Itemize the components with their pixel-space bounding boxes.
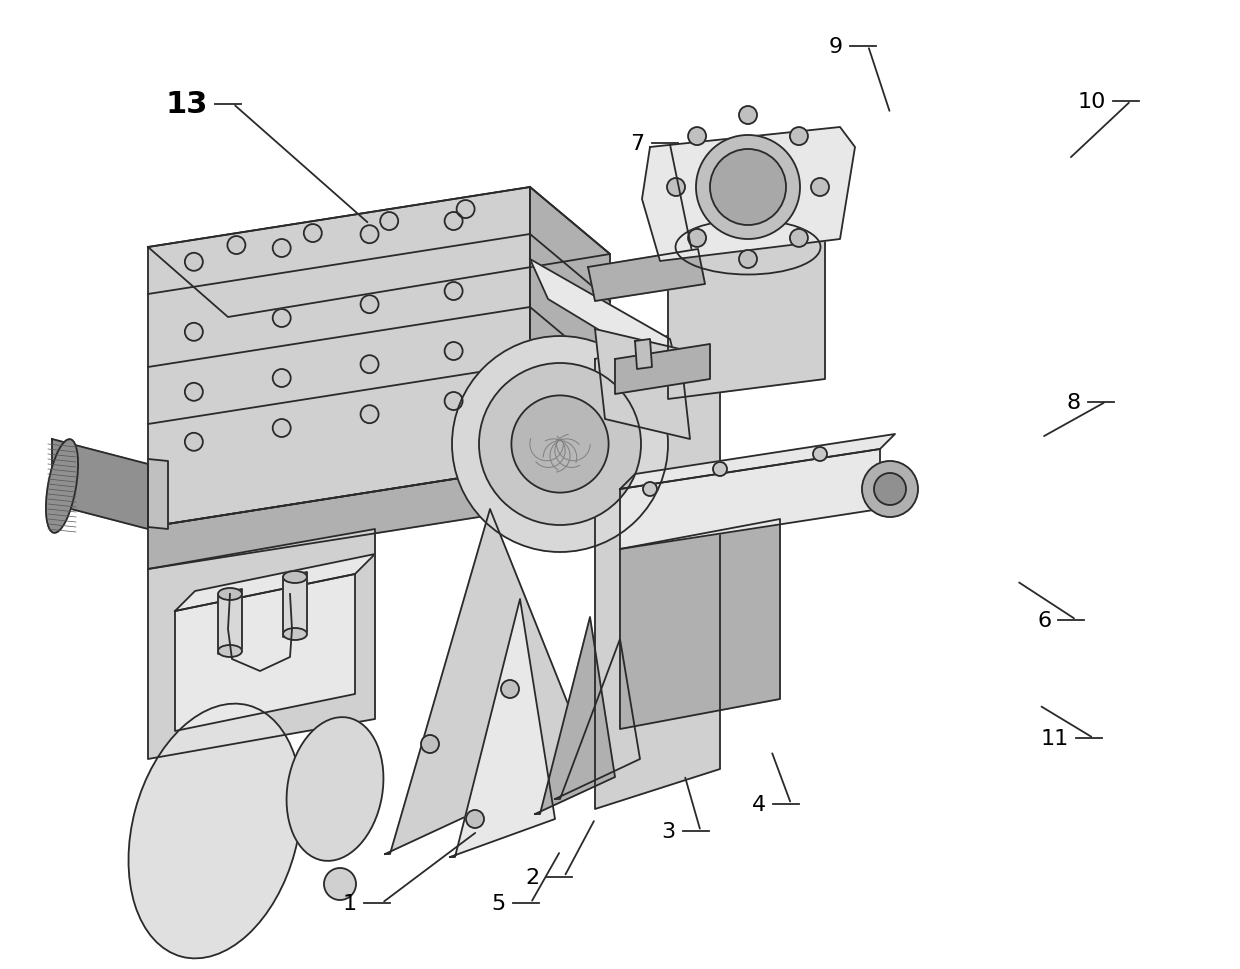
Polygon shape [52,440,148,529]
Polygon shape [148,188,610,318]
Polygon shape [620,434,895,489]
Polygon shape [529,260,680,380]
Text: 1: 1 [342,893,357,913]
Polygon shape [148,529,374,760]
Polygon shape [635,340,652,369]
Circle shape [304,225,322,243]
Circle shape [739,107,756,125]
Circle shape [813,448,827,461]
Polygon shape [148,467,529,570]
Circle shape [790,128,808,146]
Ellipse shape [676,220,821,275]
Circle shape [273,369,290,388]
Ellipse shape [129,703,301,958]
Circle shape [453,336,668,552]
Circle shape [688,128,706,146]
Circle shape [511,396,609,493]
Ellipse shape [283,628,308,641]
Text: 8: 8 [1066,392,1081,412]
Polygon shape [148,459,167,529]
Text: 5: 5 [491,893,506,913]
Polygon shape [529,188,610,535]
Polygon shape [642,128,856,262]
Polygon shape [175,575,355,732]
Circle shape [185,433,203,452]
Polygon shape [620,519,780,730]
Text: 9: 9 [828,37,843,56]
Circle shape [874,474,906,506]
Polygon shape [615,345,711,394]
Circle shape [667,179,684,197]
Circle shape [711,150,786,226]
Circle shape [381,213,398,231]
Circle shape [713,462,727,477]
Polygon shape [595,320,720,809]
Polygon shape [384,510,590,854]
Polygon shape [588,250,706,301]
Polygon shape [175,554,374,611]
Text: 2: 2 [525,867,539,887]
Ellipse shape [46,440,78,533]
Circle shape [185,324,203,341]
Circle shape [361,406,378,423]
Circle shape [361,226,378,244]
Text: 10: 10 [1078,92,1106,111]
Circle shape [790,230,808,248]
Polygon shape [620,450,880,549]
Circle shape [273,420,290,438]
Circle shape [445,283,463,300]
Circle shape [361,296,378,314]
Circle shape [445,392,463,411]
Polygon shape [148,188,529,527]
Polygon shape [283,573,308,638]
Circle shape [739,251,756,268]
Text: 6: 6 [1037,610,1052,630]
Polygon shape [218,589,242,654]
Circle shape [273,239,290,258]
Ellipse shape [283,572,308,583]
Circle shape [185,384,203,401]
Ellipse shape [286,717,383,861]
Text: 7: 7 [630,134,645,153]
Polygon shape [450,600,556,858]
Circle shape [811,179,830,197]
Ellipse shape [218,588,242,601]
Polygon shape [534,617,615,814]
Circle shape [227,236,246,255]
Polygon shape [556,640,640,799]
Text: 4: 4 [751,795,766,814]
Polygon shape [595,329,689,440]
Circle shape [361,356,378,374]
Text: 3: 3 [661,822,676,841]
Ellipse shape [218,645,242,657]
Polygon shape [668,144,825,399]
Circle shape [324,868,356,900]
Text: 11: 11 [1040,729,1069,748]
Circle shape [185,254,203,271]
Circle shape [445,343,463,360]
Circle shape [479,363,641,525]
Circle shape [696,136,800,239]
Text: 13: 13 [166,90,208,119]
Circle shape [456,201,475,219]
Circle shape [862,461,918,517]
Circle shape [422,735,439,753]
Circle shape [445,213,463,231]
Circle shape [501,680,520,699]
Circle shape [273,310,290,328]
Circle shape [688,230,706,248]
Circle shape [644,483,657,496]
Circle shape [466,810,484,828]
